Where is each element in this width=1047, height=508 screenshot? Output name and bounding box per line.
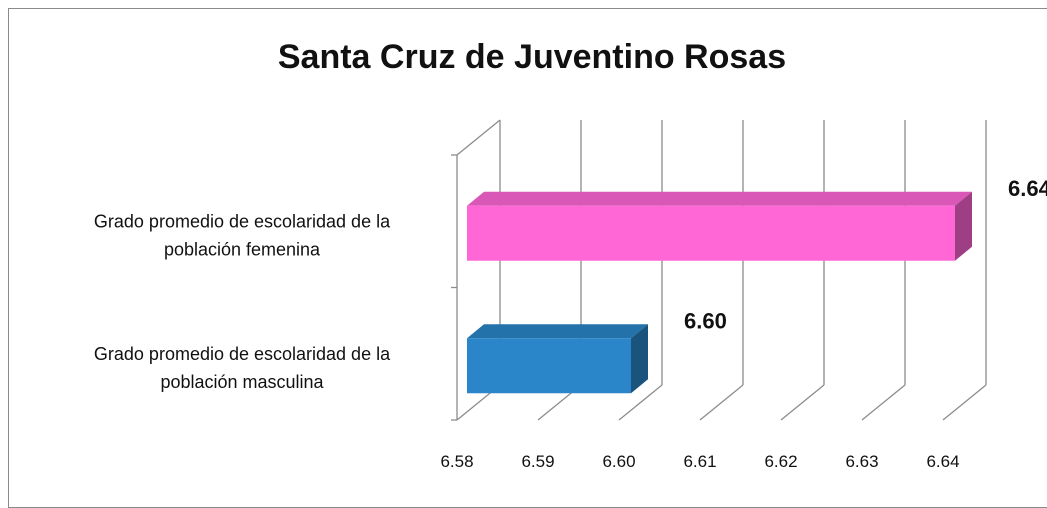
x-tick-label: 6.59 bbox=[521, 452, 554, 471]
x-tick-label: 6.58 bbox=[440, 452, 473, 471]
chart-title: Santa Cruz de Juventino Rosas bbox=[278, 38, 786, 76]
bar-front-face bbox=[467, 205, 955, 261]
floor-gridline bbox=[780, 384, 825, 421]
bar-top-face bbox=[467, 324, 648, 339]
bar bbox=[467, 324, 648, 394]
data-label: 6.60 bbox=[684, 308, 727, 333]
bar-side-face bbox=[631, 324, 648, 394]
bar bbox=[467, 191, 972, 261]
x-tick-label: 6.62 bbox=[764, 452, 797, 471]
category-label: población masculina bbox=[160, 372, 324, 392]
category-label: población femenina bbox=[164, 239, 321, 259]
floor-gridline bbox=[942, 384, 987, 421]
floor-gridline bbox=[618, 384, 663, 421]
bar-top-face bbox=[467, 191, 972, 206]
bar-front-face bbox=[467, 338, 631, 394]
bars bbox=[467, 191, 972, 394]
bar-side-face bbox=[955, 191, 972, 261]
data-label: 6.64 bbox=[1008, 176, 1047, 201]
floor-gridline bbox=[861, 384, 906, 421]
category-label: Grado promedio de escolaridad de la bbox=[94, 344, 391, 364]
category-label: Grado promedio de escolaridad de la bbox=[94, 211, 391, 231]
wall-top-edge bbox=[456, 119, 501, 156]
x-tick-label: 6.61 bbox=[683, 452, 716, 471]
floor-gridline bbox=[699, 384, 744, 421]
axes bbox=[451, 119, 501, 421]
x-tick-label: 6.60 bbox=[602, 452, 635, 471]
labels: 6.58 6.59 6.60 6.61 6.62 6.63 6.64 6.64 Grado pr… bbox=[94, 176, 1047, 471]
x-tick-label: 6.64 bbox=[926, 452, 959, 471]
x-tick-label: 6.63 bbox=[845, 452, 878, 471]
